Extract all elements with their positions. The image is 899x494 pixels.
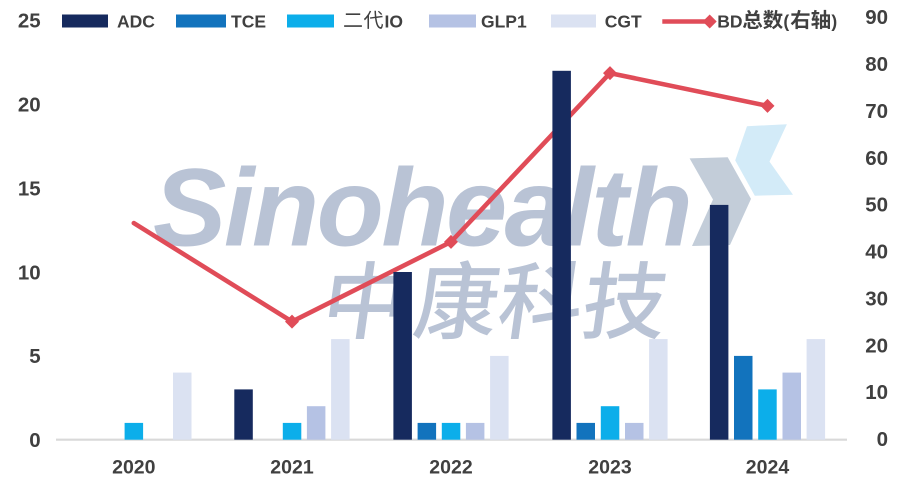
svg-text:TCE: TCE <box>231 11 266 31</box>
svg-text:0: 0 <box>29 429 40 452</box>
svg-text:25: 25 <box>18 10 41 33</box>
svg-text:20: 20 <box>18 94 41 117</box>
svg-text:2024: 2024 <box>746 457 790 479</box>
svg-text:2020: 2020 <box>112 457 156 479</box>
svg-text:IO: IO <box>385 11 403 31</box>
svg-text:0: 0 <box>877 428 888 451</box>
svg-text:2022: 2022 <box>429 457 473 479</box>
svg-text:5: 5 <box>29 345 40 368</box>
svg-text:Sinohealth: Sinohealth <box>153 147 690 270</box>
svg-text:15: 15 <box>18 178 41 201</box>
svg-text:ADC: ADC <box>117 11 155 31</box>
svg-text:2021: 2021 <box>270 457 314 479</box>
svg-text:50: 50 <box>865 194 888 217</box>
svg-text:BD: BD <box>717 11 742 31</box>
svg-text:2023: 2023 <box>588 457 632 479</box>
svg-text:30: 30 <box>865 287 888 310</box>
svg-text:70: 70 <box>865 100 888 123</box>
svg-text:10: 10 <box>865 381 888 404</box>
svg-text:20: 20 <box>865 334 888 357</box>
svg-text:40: 40 <box>865 241 888 264</box>
svg-text:60: 60 <box>865 147 888 170</box>
svg-text:CGT: CGT <box>605 11 642 31</box>
svg-text:90: 90 <box>865 6 888 29</box>
svg-text:10: 10 <box>18 261 41 284</box>
svg-text:): ) <box>831 11 837 31</box>
svg-text:(: ( <box>783 11 789 31</box>
svg-text:GLP1: GLP1 <box>481 11 527 31</box>
svg-text:80: 80 <box>865 53 888 76</box>
